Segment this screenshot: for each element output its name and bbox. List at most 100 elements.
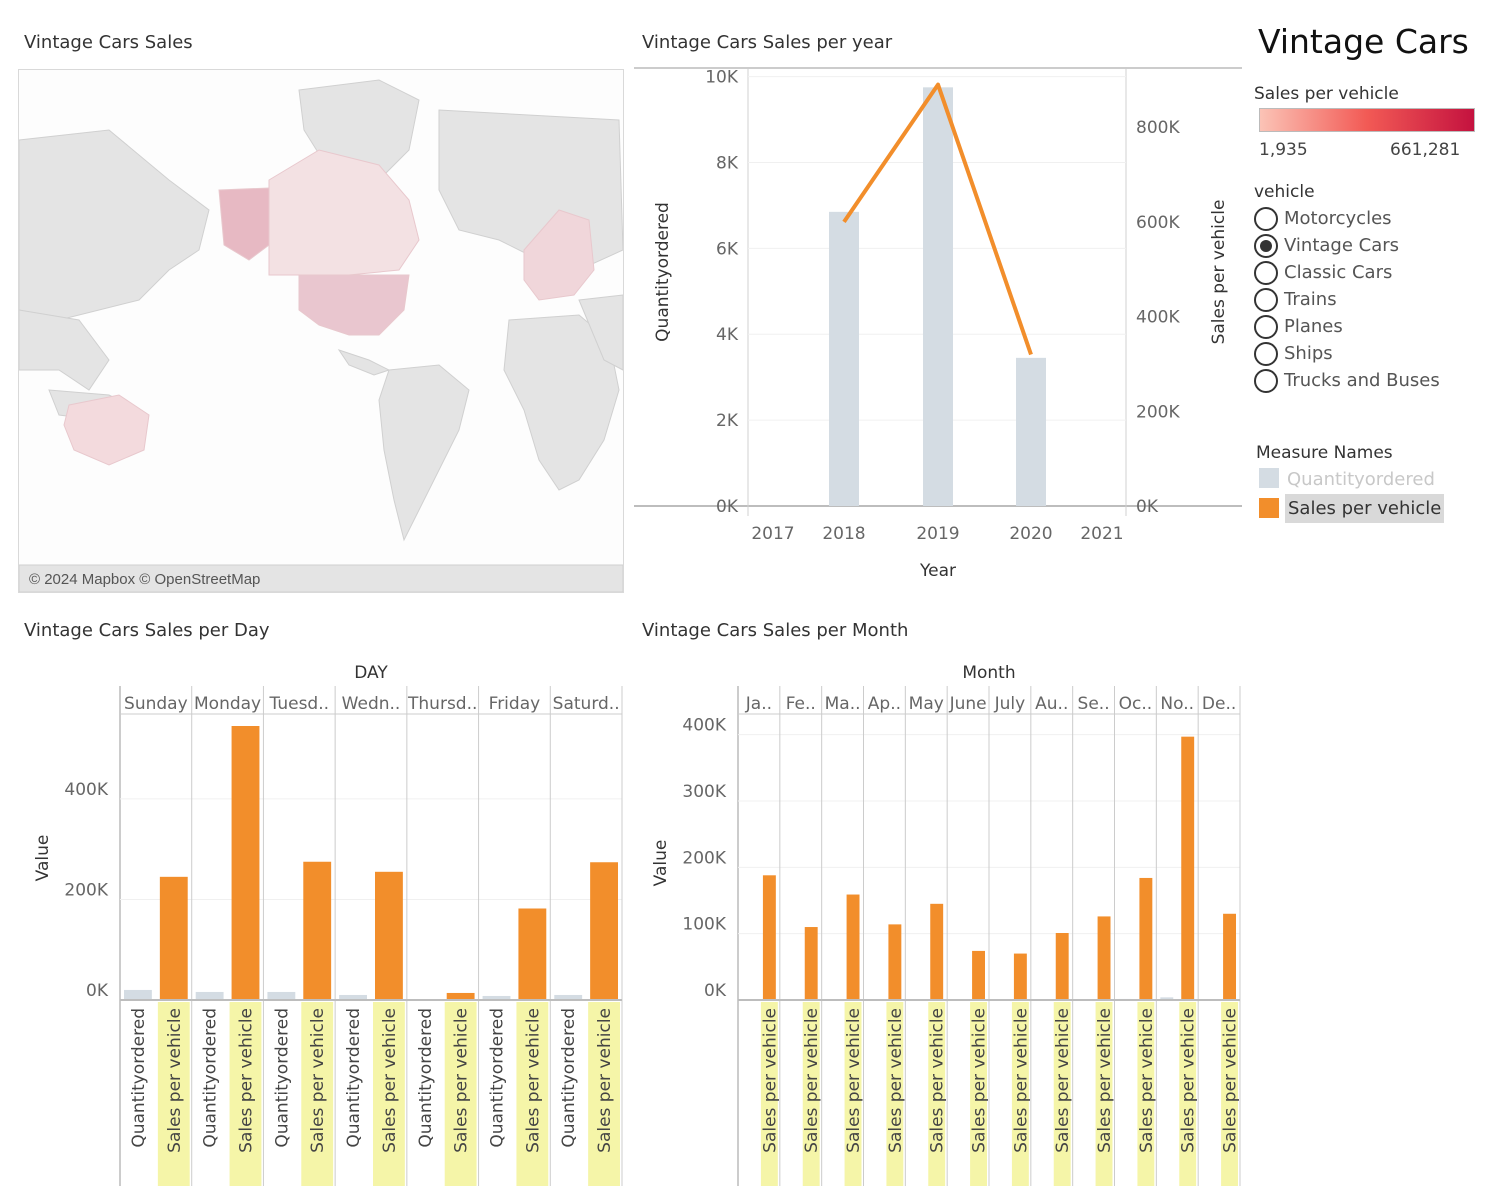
sales-swatch[interactable] <box>1259 498 1279 518</box>
vehicle-filter-title: vehicle <box>1254 182 1315 202</box>
bar-sales <box>762 875 776 1000</box>
map-attribution[interactable]: © 2024 Mapbox © OpenStreetMap <box>29 571 261 588</box>
bar-sales <box>159 876 188 1000</box>
vehicle-option[interactable]: Ships <box>1254 340 1333 367</box>
land-south-america <box>378 364 470 542</box>
bar-sales <box>1097 916 1111 1000</box>
category-label: Ja.. <box>745 694 772 714</box>
bar-quantity <box>829 211 859 506</box>
column-header-title: Month <box>962 663 1015 683</box>
radio-button[interactable] <box>1254 314 1278 339</box>
bar-quantity <box>195 991 224 1000</box>
sub-label: Quantityordered <box>272 1008 292 1148</box>
bar-sales <box>1181 736 1195 1000</box>
bar-sales <box>1013 953 1027 1000</box>
day-chart: DAY 0K 200K 400K Value Sunday Quantityordered S… <box>33 663 623 1186</box>
bar-quantity <box>339 994 367 1000</box>
sub-label-highlight <box>1095 1002 1113 1186</box>
line-sales <box>842 82 1033 356</box>
radio-button[interactable] <box>1254 287 1278 312</box>
x-tick-label: 2018 <box>822 524 865 544</box>
vehicle-option-label: Classic Cars <box>1284 262 1393 283</box>
y-axis-title: Value <box>651 840 671 887</box>
land-central-america <box>337 349 391 376</box>
y-tick-label: 400K <box>64 780 108 800</box>
sub-label-highlight <box>373 1002 405 1186</box>
y-tick-label: 4K <box>716 325 739 345</box>
color-gradient-bar <box>1259 108 1475 132</box>
vehicle-option[interactable]: Motorcycles <box>1254 205 1392 232</box>
color-legend-title: Sales per vehicle <box>1254 84 1399 104</box>
sub-label: Sales per vehicle <box>523 1008 543 1153</box>
category-label: Wedn.. <box>342 694 401 714</box>
x-tick-label: 2020 <box>1009 524 1052 544</box>
bar-sales <box>303 861 332 1000</box>
quantity-legend-label[interactable]: Quantityordered <box>1287 469 1435 490</box>
day-chart-title: Vintage Cars Sales per Day <box>24 620 270 641</box>
bar-sales <box>590 862 618 1000</box>
vehicle-option[interactable]: Vintage Cars <box>1254 232 1399 259</box>
x-tick-label: 2021 <box>1080 524 1123 544</box>
sub-label: Sales per vehicle <box>928 1008 948 1153</box>
map-title: Vintage Cars Sales <box>24 32 193 53</box>
vehicle-option[interactable]: Trucks and Buses <box>1254 367 1440 394</box>
y-tick-label: 200K <box>682 848 726 868</box>
sub-label: Quantityordered <box>416 1008 436 1148</box>
y-tick-label: 8K <box>716 153 739 173</box>
radio-button[interactable] <box>1254 206 1278 231</box>
sub-label: Sales per vehicle <box>886 1008 906 1153</box>
bar-sales <box>972 950 985 1000</box>
vehicle-option[interactable]: Classic Cars <box>1254 259 1392 286</box>
sub-label-highlight <box>229 1002 262 1186</box>
category-label: Au.. <box>1035 694 1068 714</box>
land-asia-south <box>19 309 110 391</box>
sub-label-highlight <box>928 1002 946 1186</box>
world-map[interactable]: © 2024 Mapbox © OpenStreetMap <box>18 69 624 593</box>
category-label: July <box>994 694 1026 714</box>
y2-tick-label: 200K <box>1136 402 1180 422</box>
sub-label: Quantityordered <box>559 1008 579 1148</box>
sub-label-highlight <box>1221 1002 1238 1186</box>
sub-label: Quantityordered <box>201 1008 221 1148</box>
vehicle-option[interactable]: Trains <box>1254 286 1337 313</box>
sub-label-highlight <box>970 1002 987 1186</box>
land-middle-east <box>578 294 623 371</box>
y-axis-title: Quantityordered <box>653 202 673 342</box>
land-asia-west <box>19 129 210 321</box>
y2-tick-label: 0K <box>1136 497 1159 517</box>
y2-tick-label: 800K <box>1136 118 1180 138</box>
sub-label-highlight <box>516 1002 549 1186</box>
bar-sales <box>375 871 403 1000</box>
sub-label: Sales per vehicle <box>380 1008 400 1153</box>
y-tick-label: 6K <box>716 239 739 259</box>
month-chart: Month 0K 100K 200K 300K 400K Value Ja.. Sales pe… <box>651 663 1241 1186</box>
sub-label-highlight <box>844 1002 862 1186</box>
sub-label: Sales per vehicle <box>1221 1008 1241 1153</box>
radio-button[interactable] <box>1254 368 1278 393</box>
category-label: Friday <box>489 694 541 714</box>
radio-button[interactable] <box>1254 341 1278 366</box>
sales-legend-label[interactable]: Sales per vehicle <box>1285 494 1445 523</box>
sub-label-highlight <box>301 1002 334 1186</box>
y-tick-label: 300K <box>682 782 726 802</box>
bar-sales <box>1223 913 1236 1000</box>
bar-quantity <box>124 989 152 1000</box>
region-alaska <box>218 187 270 261</box>
column-header-title: DAY <box>354 663 388 683</box>
sub-label: Quantityordered <box>488 1008 508 1148</box>
sub-label: Sales per vehicle <box>308 1008 328 1153</box>
category-label: No.. <box>1160 694 1194 714</box>
world-map-canvas[interactable] <box>19 70 623 592</box>
radio-button[interactable] <box>1254 233 1278 258</box>
vehicle-option[interactable]: Planes <box>1254 313 1343 340</box>
sub-label: Sales per vehicle <box>802 1008 822 1153</box>
bar-quantity <box>1016 357 1046 506</box>
sub-label: Quantityordered <box>129 1008 149 1148</box>
region-usa <box>298 274 410 336</box>
quantity-swatch[interactable] <box>1259 468 1279 488</box>
y2-tick-label: 600K <box>1136 213 1180 233</box>
vehicle-option-label: Ships <box>1284 343 1333 364</box>
radio-button[interactable] <box>1254 260 1278 285</box>
y-tick-label: 100K <box>682 915 726 935</box>
color-legend-min: 1,935 <box>1259 140 1308 160</box>
